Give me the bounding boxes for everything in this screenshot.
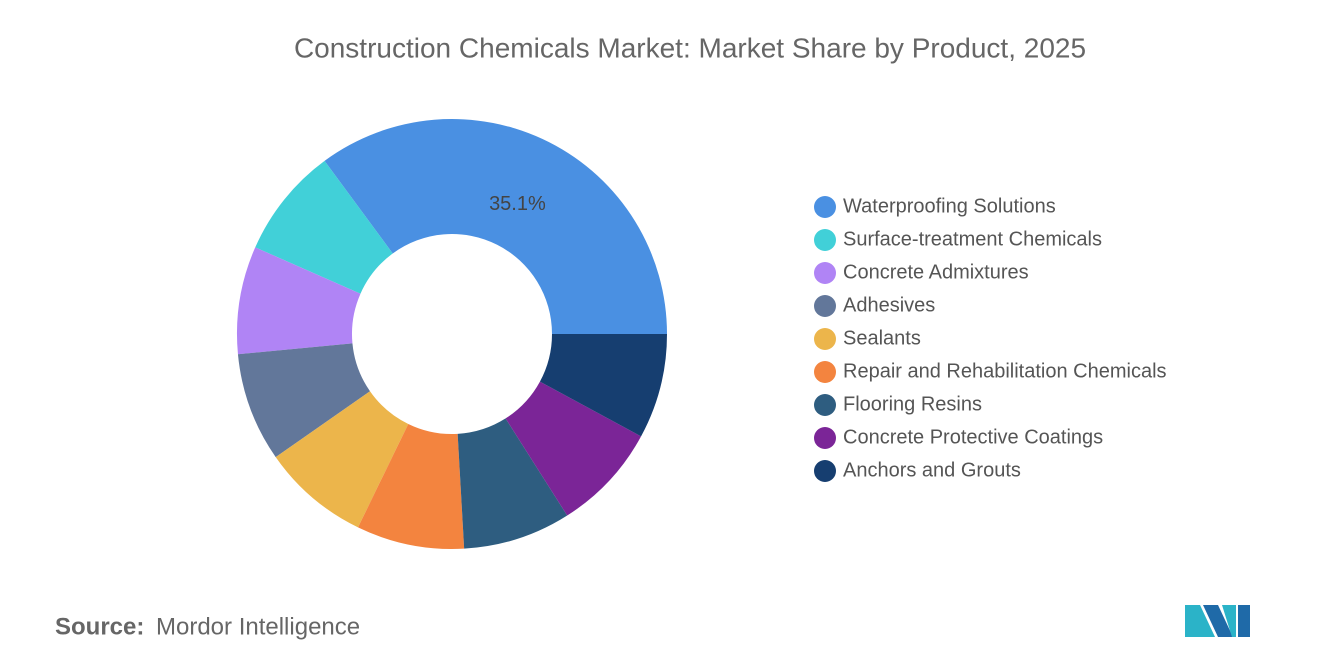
legend-marker (814, 394, 836, 416)
legend-label: Concrete Protective Coatings (843, 426, 1103, 448)
legend-marker (814, 262, 836, 284)
donut-segment (358, 423, 465, 549)
donut-segment (237, 247, 361, 355)
legend-label: Adhesives (843, 294, 935, 316)
legend-label: Concrete Admixtures (843, 261, 1029, 283)
legend-label: Surface-treatment Chemicals (843, 228, 1102, 250)
legend-marker (814, 328, 836, 350)
legend-label: Sealants (843, 327, 921, 349)
legend-marker (814, 460, 836, 482)
legend-marker (814, 295, 836, 317)
source: Mordor Intelligence (156, 613, 360, 640)
legend-label: Anchors and Grouts (843, 459, 1021, 481)
source-label: Source: (55, 613, 144, 640)
legend-marker (814, 361, 836, 383)
legend-marker (814, 196, 836, 218)
donut-segment (457, 418, 568, 549)
donut-segment (255, 160, 393, 294)
donut-segment (539, 334, 667, 437)
data-label: 35.1% (489, 193, 546, 215)
donut-segment (324, 119, 667, 334)
legend-label: Repair and Rehabilitation Chemicals (843, 360, 1167, 382)
legend-label: Waterproofing Solutions (843, 195, 1056, 217)
donut-segment (237, 343, 371, 458)
logo (1185, 605, 1250, 637)
donut-segment (275, 391, 409, 528)
chart-title: Construction Chemicals Market: Market Sh… (294, 32, 1086, 63)
donut-segment (505, 381, 642, 516)
legend-marker (814, 427, 836, 449)
legend-marker (814, 229, 836, 251)
legend-label: Flooring Resins (843, 393, 982, 415)
